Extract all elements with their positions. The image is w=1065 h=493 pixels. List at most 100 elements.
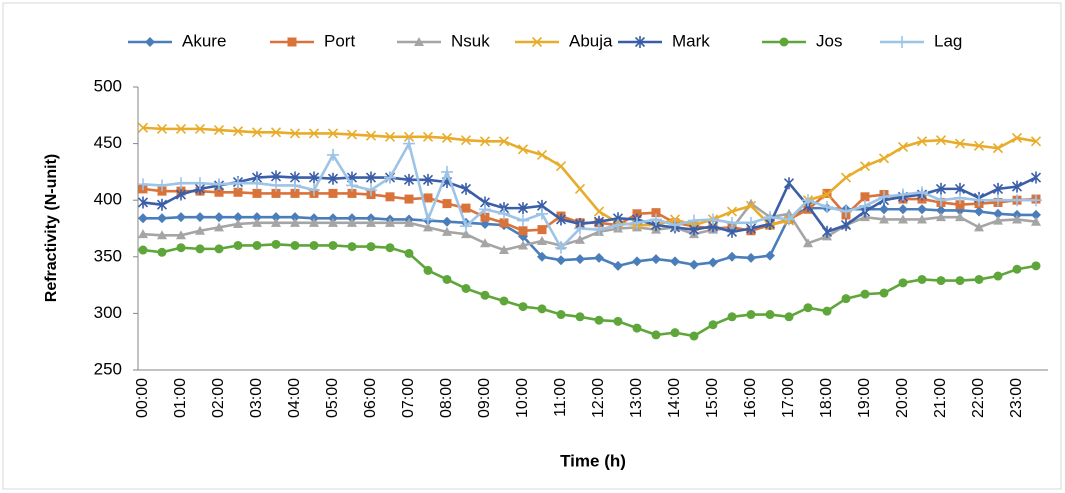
marker <box>346 129 358 140</box>
marker <box>954 138 966 149</box>
marker <box>1031 209 1041 220</box>
marker <box>574 183 586 194</box>
marker <box>727 251 737 262</box>
marker <box>955 212 965 222</box>
x-tick-label: 18:00 <box>818 378 835 418</box>
marker <box>556 255 566 266</box>
marker <box>308 128 320 139</box>
marker <box>404 248 414 258</box>
marker <box>156 198 168 211</box>
marker <box>1030 194 1042 207</box>
marker <box>536 207 548 220</box>
marker <box>441 132 453 144</box>
marker <box>1011 194 1023 207</box>
legend-item: Nsuk <box>397 31 490 50</box>
legend-label: Port <box>324 31 355 50</box>
marker <box>233 187 243 197</box>
marker <box>346 179 358 192</box>
x-tick-label: 13:00 <box>628 378 645 418</box>
marker <box>670 256 680 267</box>
marker <box>214 222 224 232</box>
marker <box>897 188 909 201</box>
y-tick-label: 250 <box>94 359 122 378</box>
marker <box>176 212 186 223</box>
marker <box>287 37 297 47</box>
y-tick-label: 350 <box>94 246 122 265</box>
x-tick-label: 01:00 <box>172 378 189 418</box>
x-tick-label: 08:00 <box>438 378 455 418</box>
marker <box>384 171 396 184</box>
marker <box>137 122 149 133</box>
marker <box>746 252 756 263</box>
marker <box>955 200 965 210</box>
marker <box>936 205 946 216</box>
marker <box>195 225 205 235</box>
legend-item: Lag <box>880 31 962 50</box>
marker <box>575 312 585 322</box>
marker <box>651 208 661 218</box>
marker <box>441 165 453 178</box>
marker <box>840 219 852 232</box>
marker <box>175 177 187 190</box>
marker <box>251 127 263 138</box>
marker <box>727 312 737 322</box>
marker <box>480 238 490 248</box>
marker <box>879 204 889 215</box>
marker <box>423 193 433 203</box>
marker <box>879 288 889 298</box>
marker <box>290 212 300 223</box>
marker <box>613 260 623 271</box>
marker <box>461 283 471 293</box>
marker <box>955 276 965 286</box>
marker <box>536 149 548 160</box>
x-axis-title: Time (h) <box>560 451 626 470</box>
marker <box>859 199 871 212</box>
marker <box>251 177 263 190</box>
marker <box>384 131 396 142</box>
marker <box>593 206 605 217</box>
marker <box>973 194 985 207</box>
y-tick-label: 300 <box>94 303 122 322</box>
x-tick-label: 20:00 <box>894 378 911 418</box>
marker <box>442 274 452 284</box>
marker <box>896 36 908 48</box>
marker <box>935 194 947 207</box>
marker <box>499 296 509 306</box>
marker <box>974 222 984 232</box>
x-tick-label: 16:00 <box>742 378 759 418</box>
marker <box>422 131 434 142</box>
x-tick-label: 14:00 <box>666 378 683 418</box>
marker <box>309 240 319 250</box>
marker <box>289 128 301 139</box>
marker <box>784 312 794 322</box>
marker <box>860 289 870 299</box>
marker <box>634 36 646 48</box>
marker <box>841 294 851 304</box>
marker <box>308 171 320 184</box>
marker <box>137 196 149 209</box>
marker <box>385 217 395 227</box>
x-tick-label: 05:00 <box>324 378 341 418</box>
marker <box>575 234 585 244</box>
marker <box>613 316 623 326</box>
legend-item: Abuja <box>515 31 613 50</box>
marker <box>802 194 814 207</box>
marker <box>365 130 377 141</box>
marker <box>764 211 776 224</box>
marker <box>821 189 833 200</box>
marker <box>917 204 927 215</box>
marker <box>575 254 585 265</box>
marker <box>460 220 472 233</box>
marker <box>290 217 300 227</box>
marker <box>157 213 167 224</box>
marker <box>517 214 529 227</box>
x-tick-label: 15:00 <box>704 378 721 418</box>
x-tick-label: 00:00 <box>134 378 151 418</box>
marker <box>916 136 928 147</box>
x-tick-label: 06:00 <box>362 378 379 418</box>
marker <box>765 310 775 320</box>
marker <box>822 306 832 316</box>
marker <box>327 128 339 139</box>
marker <box>745 216 757 229</box>
marker <box>708 257 718 268</box>
